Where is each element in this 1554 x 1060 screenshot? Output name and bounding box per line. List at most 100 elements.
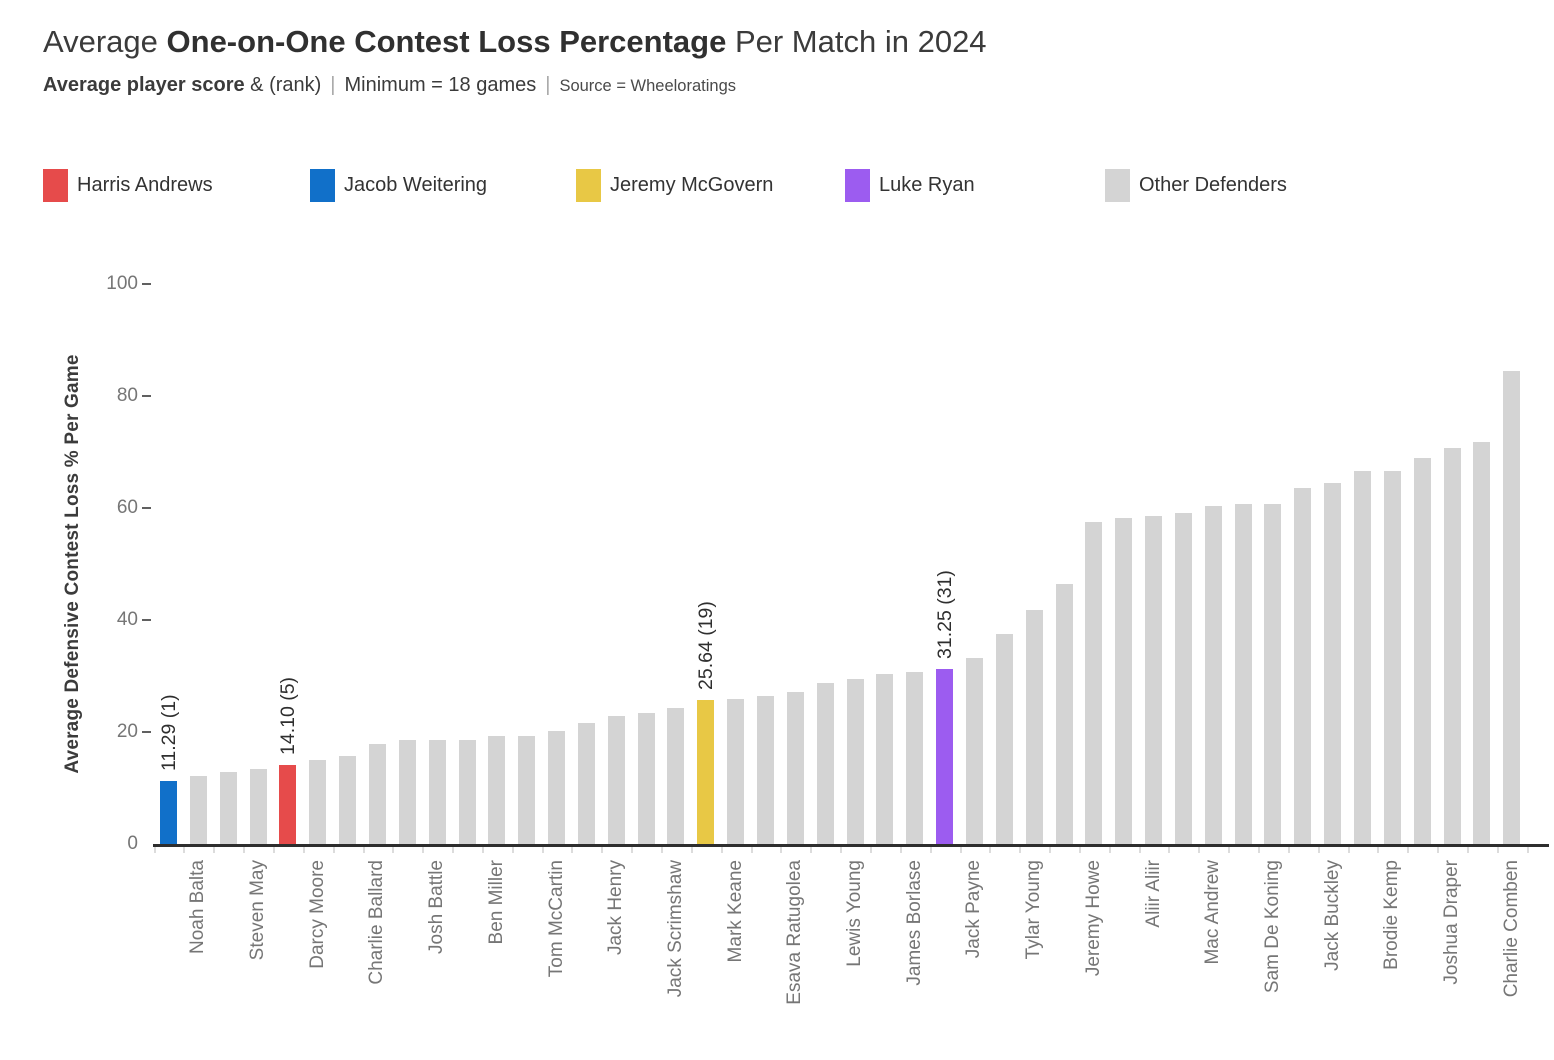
bar-Tylar Young[interactable] — [1025, 609, 1043, 844]
y-tick-mark — [142, 619, 151, 621]
x-tick-mark — [1377, 847, 1380, 853]
bar-Jack Payne[interactable] — [965, 658, 983, 844]
subtitle-min-games: Minimum = 18 games — [344, 74, 537, 96]
bar-Jack Scrimshaw[interactable] — [667, 707, 685, 844]
bar-other-37[interactable] — [1234, 504, 1252, 844]
bar-other-41[interactable] — [1354, 471, 1371, 844]
x-tick-mark — [541, 847, 544, 853]
x-axis-label: Jack Payne — [963, 860, 985, 959]
x-axis-label: James Borlase — [903, 860, 925, 986]
bar-other-43[interactable] — [1413, 458, 1431, 844]
bar-harris-5[interactable] — [279, 765, 297, 844]
bar-James Borlase[interactable] — [906, 672, 924, 844]
x-tick-mark — [422, 847, 425, 853]
x-axis-label: Jack Henry — [605, 860, 627, 956]
x-tick-mark — [780, 847, 783, 853]
bar-Ben Miller[interactable] — [488, 735, 506, 844]
bar-Charlie Comben[interactable] — [1503, 371, 1521, 844]
bar-other-33[interactable] — [1115, 518, 1133, 844]
x-tick-mark — [1258, 847, 1261, 853]
x-tick-mark — [571, 847, 574, 853]
bar-Noah Balta[interactable] — [189, 775, 207, 844]
bar-Esava Ratugolea[interactable] — [786, 692, 804, 844]
bar-Darcy Moore[interactable] — [309, 760, 327, 844]
subtitle-rank-label: & (rank) — [244, 74, 322, 96]
bar-Mark Keane[interactable] — [727, 698, 745, 844]
bar-other-7[interactable] — [339, 756, 357, 844]
x-axis-label: Steven May — [247, 860, 269, 961]
bar-Josh Battle[interactable] — [428, 739, 446, 844]
bar-other-45[interactable] — [1473, 441, 1491, 844]
x-axis-label: Joshua Draper — [1441, 860, 1463, 985]
x-axis-label: Noah Balta — [187, 860, 209, 955]
legend-label: Jeremy McGovern — [610, 174, 774, 196]
x-tick-mark — [720, 847, 723, 853]
bar-Charlie Ballard[interactable] — [368, 743, 386, 844]
bar-Sam De Koning[interactable] — [1264, 504, 1282, 844]
x-tick-mark — [1228, 847, 1231, 853]
bar-other-21[interactable] — [757, 696, 774, 844]
y-tick-label: 20 — [116, 721, 138, 742]
x-tick-mark — [1138, 847, 1141, 853]
bar-other-11[interactable] — [458, 739, 476, 844]
x-tick-mark — [153, 847, 156, 853]
x-tick-mark — [1049, 847, 1052, 853]
x-tick-mark — [481, 847, 484, 853]
bar-other-29[interactable] — [995, 634, 1013, 844]
x-tick-mark — [1019, 847, 1022, 853]
x-tick-mark — [899, 847, 902, 853]
bar-annotation: 25.64 (19) — [694, 601, 717, 691]
bar-other-35[interactable] — [1174, 513, 1192, 844]
y-tick-label: 40 — [116, 609, 138, 630]
bar-other-15[interactable] — [577, 723, 595, 844]
x-tick-mark — [869, 847, 872, 853]
bar-jacob-1[interactable] — [160, 780, 177, 844]
x-tick-mark — [1198, 847, 1201, 853]
legend-swatch-other — [1105, 169, 1130, 202]
bar-other-31[interactable] — [1055, 584, 1073, 844]
bar-other-25[interactable] — [876, 673, 894, 844]
bar-other-17[interactable] — [637, 712, 655, 844]
x-tick-mark — [302, 847, 305, 853]
legend-swatch-jacob — [310, 169, 335, 202]
bar-other-13[interactable] — [518, 735, 536, 844]
bar-other-23[interactable] — [816, 683, 834, 844]
bar-Steven May[interactable] — [249, 768, 267, 844]
x-axis-label: Ben Miller — [485, 860, 507, 945]
bar-annotation: 11.29 (1) — [157, 694, 180, 771]
x-tick-mark — [840, 847, 843, 853]
legend-label: Other Defenders — [1139, 174, 1287, 196]
y-tick-mark — [142, 395, 151, 397]
x-tick-mark — [1287, 847, 1290, 853]
bar-jeremy-19[interactable] — [697, 700, 715, 844]
bar-Aliir Aliir[interactable] — [1145, 515, 1163, 844]
legend-swatch-luke — [845, 169, 870, 202]
bar-Lewis Young[interactable] — [846, 678, 864, 844]
bar-Jack Buckley[interactable] — [1324, 482, 1342, 844]
title-prefix: Average — [43, 24, 167, 59]
x-tick-mark — [1078, 847, 1081, 853]
x-tick-mark — [511, 847, 514, 853]
chart-subtitle: Average player score & (rank) | Minimum = … — [43, 74, 736, 97]
bar-Brodie Kemp[interactable] — [1383, 471, 1401, 844]
bar-Jack Henry[interactable] — [607, 715, 625, 844]
bar-luke-27[interactable] — [936, 669, 954, 844]
bar-Jeremy Howe[interactable] — [1085, 522, 1103, 844]
bar-other-39[interactable] — [1294, 487, 1312, 844]
bar-Mac Andrew[interactable] — [1204, 505, 1222, 844]
x-axis-label: Jack Buckley — [1321, 860, 1343, 971]
x-tick-mark — [1347, 847, 1350, 853]
x-tick-mark — [213, 847, 216, 853]
subtitle-separator: | — [330, 74, 336, 96]
y-tick-mark — [142, 283, 151, 285]
title-highlight: One-on-One Contest Loss Percentage — [166, 24, 727, 59]
bar-other-3[interactable] — [219, 771, 237, 844]
bar-Joshua Draper[interactable] — [1443, 448, 1461, 844]
x-axis-label: Aliir Aliir — [1142, 860, 1164, 928]
x-tick-mark — [1317, 847, 1320, 853]
bar-other-9[interactable] — [398, 739, 416, 844]
x-tick-mark — [243, 847, 246, 853]
bar-Tom McCartin[interactable] — [548, 730, 566, 844]
x-axis-label: Brodie Kemp — [1381, 860, 1403, 970]
